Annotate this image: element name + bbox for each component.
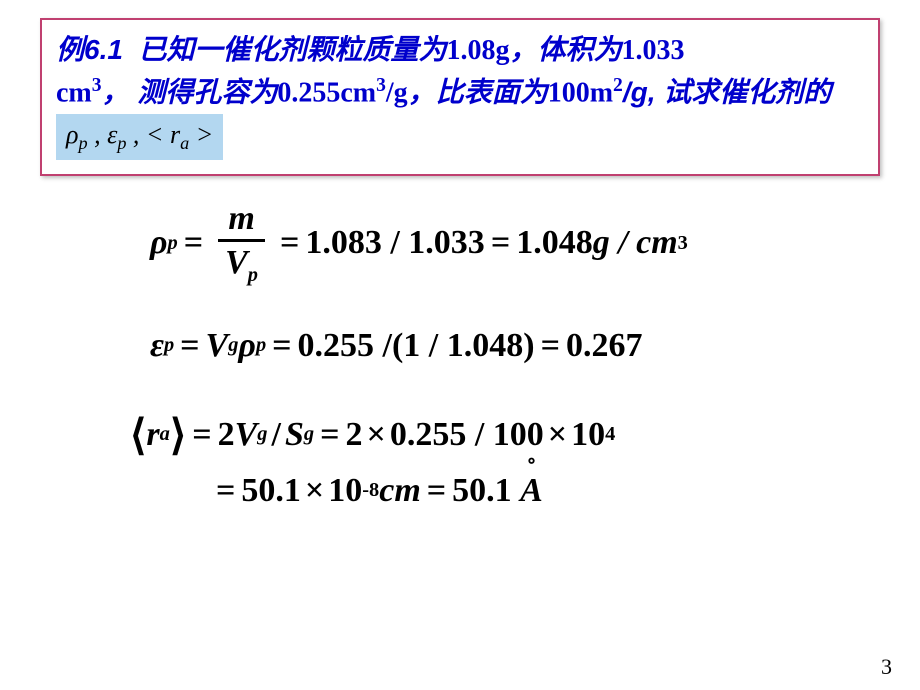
subscript: a xyxy=(160,423,170,446)
times-symbol: × xyxy=(548,416,567,454)
ten: 10 xyxy=(571,416,605,454)
subscript: p xyxy=(256,334,266,357)
epsilon-symbol: ε xyxy=(107,120,117,149)
equation-density: ρp = m Vp = 1.083 / 1.033 = 1.048 g / cm… xyxy=(150,200,850,287)
slash: / xyxy=(271,416,280,454)
equals: = xyxy=(491,224,510,262)
pore-volume: 0.255cm xyxy=(277,77,376,108)
s-symbol: S xyxy=(285,416,304,454)
fraction: m Vp xyxy=(215,200,268,287)
ten: 10 xyxy=(328,472,362,510)
surface-area: 100m xyxy=(548,77,613,108)
exponent: 2 xyxy=(613,75,623,96)
equals: = xyxy=(192,416,211,454)
rho-symbol: ρ xyxy=(238,327,256,365)
subscript: p xyxy=(164,334,174,357)
exponent: 3 xyxy=(678,232,688,255)
exponent: 3 xyxy=(376,75,386,96)
calc-part: 2 xyxy=(345,416,362,454)
problem-text: 例6.1 已知一催化剂颗粒质量为1.08g，体积为1.033 cm3， 测得孔容… xyxy=(56,30,864,160)
v-symbol: V xyxy=(206,327,229,365)
example-label: 例6.1 xyxy=(56,34,123,65)
unit: g / cm xyxy=(593,224,678,262)
exponent: -8 xyxy=(362,479,379,502)
v-symbol: V xyxy=(235,416,258,454)
subscript: g xyxy=(304,423,314,446)
value: 50.1 xyxy=(452,472,512,510)
subscript-p: p xyxy=(78,133,87,153)
numerator: m xyxy=(218,200,264,242)
equals: = xyxy=(280,224,299,262)
r-symbol: r xyxy=(146,416,159,454)
equals: = xyxy=(541,327,560,365)
volume-value: 1.033 xyxy=(622,35,685,66)
per-gram: /g xyxy=(386,77,408,108)
times-symbol: × xyxy=(305,472,324,510)
equation-porosity: εp = Vg ρp = 0.255 /(1 / 1.048) = 0.267 xyxy=(150,327,850,365)
result: 1.048 xyxy=(516,224,593,262)
r-symbol: r xyxy=(170,120,180,149)
page-number: 3 xyxy=(881,654,892,680)
subscript: p xyxy=(248,264,258,286)
angle-bracket: < xyxy=(146,120,164,149)
subscript-a: a xyxy=(180,133,189,153)
text-segment: ， 测得孔容为 xyxy=(102,76,278,107)
rho-symbol: ρ xyxy=(150,224,168,262)
problem-statement-box: 例6.1 已知一催化剂颗粒质量为1.08g，体积为1.033 cm3， 测得孔容… xyxy=(40,18,880,176)
equation-radius: ⟨ra⟩ = 2Vg / Sg = 2×0.255 / 100×104 xyxy=(130,410,850,460)
calculation: 0.255 /(1 / 1.048) xyxy=(298,327,535,365)
equation-radius-result: = 50.1×10-8 cm = 50.1 A xyxy=(210,472,850,510)
rho-symbol: ρ xyxy=(66,120,78,149)
exponent: 4 xyxy=(605,423,615,446)
calc-part: 0.255 / 100 xyxy=(390,416,544,454)
angle-bracket: > xyxy=(196,120,214,149)
equals: = xyxy=(427,472,446,510)
result: 0.267 xyxy=(566,327,643,365)
subscript: g xyxy=(257,423,267,446)
subscript: g xyxy=(228,334,238,357)
equations-area: ρp = m Vp = 1.083 / 1.033 = 1.048 g / cm… xyxy=(150,200,850,550)
subscript-p: p xyxy=(117,133,126,153)
equals: = xyxy=(184,224,203,262)
angle-bracket-left: ⟨ xyxy=(130,410,146,460)
equals: = xyxy=(180,327,199,365)
text-segment: ，体积为 xyxy=(510,34,622,65)
highlighted-symbols: ρp , εp , < ra > xyxy=(56,114,223,161)
subscript: p xyxy=(168,232,178,255)
mass-value: 1.08g xyxy=(447,35,510,66)
equals: = xyxy=(320,416,339,454)
angstrom-symbol: A xyxy=(520,472,543,510)
exponent: 3 xyxy=(92,75,102,96)
text-segment: 已知一催化剂颗粒质量为 xyxy=(139,34,447,65)
equals: = xyxy=(272,327,291,365)
unit-cm: cm xyxy=(56,77,92,108)
calculation: 1.083 / 1.033 xyxy=(305,224,484,262)
times-symbol: × xyxy=(366,416,385,454)
v-symbol: V xyxy=(225,244,248,281)
unit-cm: cm xyxy=(379,472,421,510)
angle-bracket-right: ⟩ xyxy=(170,410,186,460)
value: 50.1 xyxy=(241,472,301,510)
epsilon-symbol: ε xyxy=(150,327,164,365)
coefficient: 2 xyxy=(218,416,235,454)
equals: = xyxy=(216,472,235,510)
denominator: Vp xyxy=(215,242,268,286)
text-segment: ，比表面为 xyxy=(408,76,548,107)
text-segment: /g, 试求催化剂的 xyxy=(623,76,831,107)
